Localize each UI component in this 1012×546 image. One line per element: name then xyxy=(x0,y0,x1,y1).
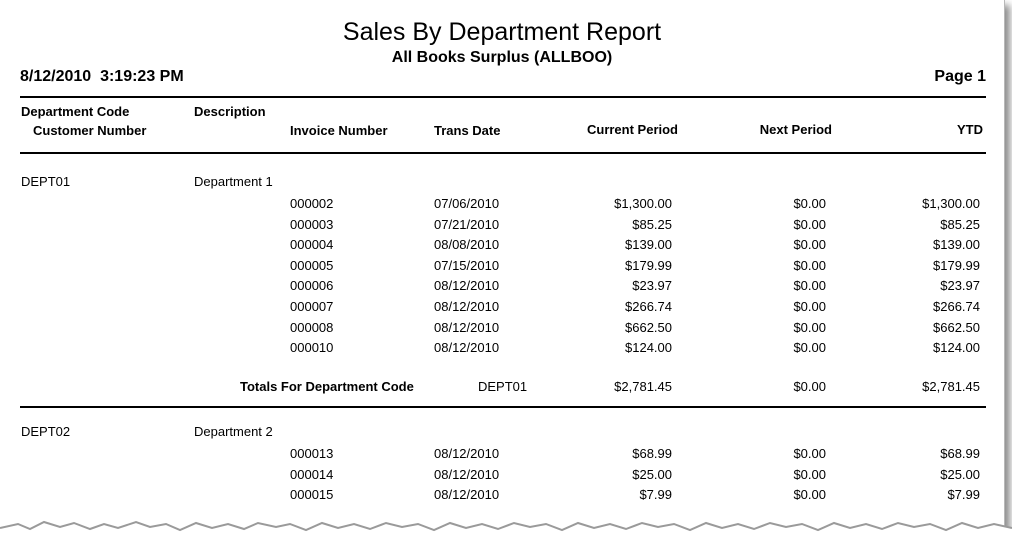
ytd-amount: $662.50 xyxy=(933,320,980,335)
trans-date: 08/12/2010 xyxy=(434,446,500,461)
col-customer-number: Customer Number xyxy=(33,123,147,138)
next-period-amount: $0.00 xyxy=(793,299,826,314)
department-code: DEPT02 xyxy=(21,424,71,439)
trans-date: 07/15/2010 xyxy=(434,258,500,273)
next-period-amount: $0.00 xyxy=(793,217,826,232)
trans-date: 07/06/2010 xyxy=(434,196,500,211)
trans-date: 08/12/2010 xyxy=(434,340,500,355)
invoice-number: 000014 xyxy=(290,467,334,482)
current-period-amount: $662.50 xyxy=(625,320,672,335)
col-ytd: YTD xyxy=(957,122,983,137)
trans-date: 08/12/2010 xyxy=(434,299,500,314)
trans-date: 08/08/2010 xyxy=(434,237,500,252)
company-name: All Books Surplus (ALLBOO) xyxy=(391,49,613,66)
next-period-amount: $0.00 xyxy=(793,237,826,252)
totals-department-code: DEPT01 xyxy=(478,379,528,394)
invoice-number: 000004 xyxy=(290,237,334,252)
current-period-amount: $179.99 xyxy=(625,258,672,273)
trans-date: 08/12/2010 xyxy=(434,487,500,502)
totals-current-period: $2,781.45 xyxy=(614,379,672,394)
department-code: DEPT01 xyxy=(21,174,71,189)
col-department-code: Department Code xyxy=(21,104,130,119)
totals-next-period: $0.00 xyxy=(793,379,826,394)
next-period-amount: $0.00 xyxy=(793,320,826,335)
col-invoice-number: Invoice Number xyxy=(290,123,388,138)
ytd-amount: $139.00 xyxy=(933,237,980,252)
ytd-amount: $266.74 xyxy=(933,299,980,314)
ytd-amount: $1,300.00 xyxy=(922,196,980,211)
invoice-number: 000015 xyxy=(290,487,334,502)
header-top-rule xyxy=(20,96,986,98)
invoice-number: 000008 xyxy=(290,320,334,335)
col-current-period: Current Period xyxy=(586,122,678,137)
ytd-amount: $23.97 xyxy=(940,278,980,293)
current-period-amount: $7.99 xyxy=(639,487,672,502)
invoice-number: 000006 xyxy=(290,278,334,293)
department-description: Department 2 xyxy=(194,424,273,439)
page-number: Page 1 xyxy=(934,68,986,85)
department-separator-rule xyxy=(20,406,986,408)
torn-edge-decoration xyxy=(0,520,1012,546)
ytd-amount: $179.99 xyxy=(933,258,980,273)
current-period-amount: $139.00 xyxy=(625,237,672,252)
invoice-number: 000005 xyxy=(290,258,334,273)
current-period-amount: $266.74 xyxy=(625,299,672,314)
next-period-amount: $0.00 xyxy=(793,278,826,293)
ytd-amount: $68.99 xyxy=(940,446,980,461)
totals-ytd: $2,781.45 xyxy=(922,379,980,394)
ytd-amount: $7.99 xyxy=(947,487,980,502)
current-period-amount: $25.00 xyxy=(632,467,672,482)
header-bottom-rule xyxy=(20,152,986,154)
next-period-amount: $0.00 xyxy=(793,446,826,461)
trans-date: 08/12/2010 xyxy=(434,467,500,482)
invoice-number: 000010 xyxy=(290,340,334,355)
ytd-amount: $124.00 xyxy=(933,340,980,355)
next-period-amount: $0.00 xyxy=(793,196,826,211)
current-period-amount: $68.99 xyxy=(632,446,672,461)
current-period-amount: $1,300.00 xyxy=(614,196,672,211)
next-period-amount: $0.00 xyxy=(793,258,826,273)
ytd-amount: $85.25 xyxy=(940,217,980,232)
current-period-amount: $85.25 xyxy=(632,217,672,232)
trans-date: 08/12/2010 xyxy=(434,320,500,335)
current-period-amount: $23.97 xyxy=(632,278,672,293)
current-period-amount: $124.00 xyxy=(625,340,672,355)
next-period-amount: $0.00 xyxy=(793,487,826,502)
totals-label: Totals For Department Code xyxy=(240,379,414,394)
trans-date: 07/21/2010 xyxy=(434,217,500,232)
invoice-number: 000007 xyxy=(290,299,334,314)
invoice-number: 000003 xyxy=(290,217,334,232)
invoice-number: 000013 xyxy=(290,446,334,461)
report-title: Sales By Department Report xyxy=(342,18,662,46)
ytd-amount: $25.00 xyxy=(940,467,980,482)
col-description: Description xyxy=(194,104,266,119)
col-next-period: Next Period xyxy=(759,122,832,137)
invoice-number: 000002 xyxy=(290,196,334,211)
department-description: Department 1 xyxy=(194,174,273,189)
trans-date: 08/12/2010 xyxy=(434,278,500,293)
col-trans-date: Trans Date xyxy=(434,123,501,138)
next-period-amount: $0.00 xyxy=(793,340,826,355)
print-timestamp: 8/12/2010 3:19:23 PM xyxy=(20,68,184,85)
next-period-amount: $0.00 xyxy=(793,467,826,482)
